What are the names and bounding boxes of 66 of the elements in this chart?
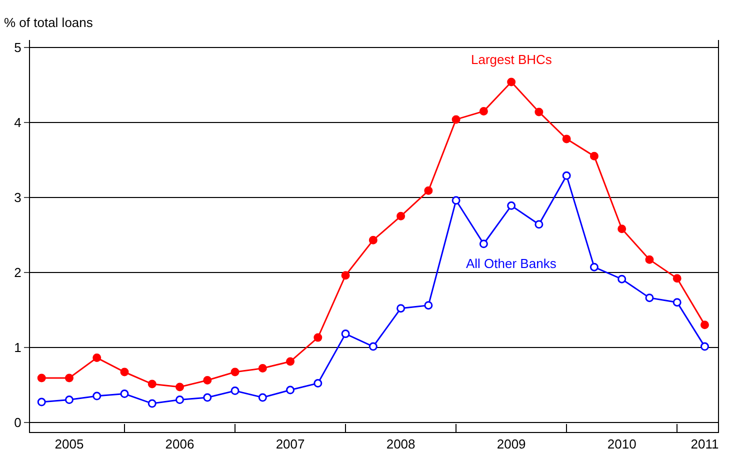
- y-tick-label: 5: [14, 40, 22, 56]
- point: [507, 78, 516, 86]
- point: [341, 330, 350, 338]
- x-tick-label: 2008: [386, 436, 416, 452]
- point: [64, 396, 74, 404]
- x-tick-label: 2010: [607, 436, 636, 452]
- point: [92, 354, 102, 362]
- point: [590, 152, 598, 160]
- point: [396, 212, 406, 220]
- point: [645, 294, 654, 302]
- point: [368, 342, 378, 351]
- point: [645, 255, 654, 264]
- point: [230, 386, 240, 396]
- point: [258, 393, 267, 402]
- point: [148, 380, 156, 388]
- point: [452, 196, 460, 205]
- point: [92, 392, 102, 400]
- point: [314, 379, 322, 388]
- point: [341, 271, 350, 280]
- point: [507, 201, 516, 210]
- point: [176, 396, 184, 404]
- point: [424, 186, 433, 195]
- x-tick-label: 2011: [690, 436, 719, 452]
- point: [203, 393, 212, 402]
- point: [672, 274, 682, 283]
- point: [618, 274, 626, 284]
- point: [258, 364, 267, 373]
- point: [700, 342, 709, 351]
- y-tick-label: 3: [14, 190, 22, 205]
- x-tick-label: 2009: [496, 436, 526, 452]
- point: [148, 399, 156, 408]
- point: [590, 262, 598, 272]
- y-tick-label: 1: [14, 340, 22, 355]
- point: [37, 374, 46, 382]
- point: [672, 298, 682, 307]
- series-label: Largest BHCs: [471, 52, 552, 67]
- y-tick-label: 0: [14, 414, 22, 430]
- point: [562, 134, 571, 144]
- point: [64, 374, 74, 382]
- point: [37, 398, 46, 406]
- y-axis-title: % of total loans: [4, 15, 94, 30]
- y-tick-label: 2: [14, 264, 22, 280]
- point: [203, 376, 212, 385]
- point: [618, 224, 626, 234]
- point: [314, 333, 322, 342]
- y-tick-label: 4: [14, 115, 22, 130]
- point: [176, 382, 184, 392]
- series-label: All Other Banks: [466, 256, 557, 271]
- point: [534, 220, 544, 229]
- x-tick-label: 2005: [54, 436, 84, 452]
- point: [286, 386, 295, 394]
- point: [368, 236, 378, 244]
- point: [452, 115, 460, 124]
- point: [286, 357, 295, 366]
- point: [230, 368, 240, 376]
- x-tick-label: 2007: [276, 436, 305, 452]
- point: [120, 390, 129, 398]
- point: [700, 320, 709, 330]
- point: [479, 240, 488, 248]
- x-tick-label: 2006: [165, 436, 194, 452]
- point: [479, 106, 488, 116]
- point: [534, 108, 544, 116]
- point: [396, 304, 406, 313]
- point: [424, 301, 433, 310]
- point: [562, 171, 571, 180]
- point: [120, 368, 129, 376]
